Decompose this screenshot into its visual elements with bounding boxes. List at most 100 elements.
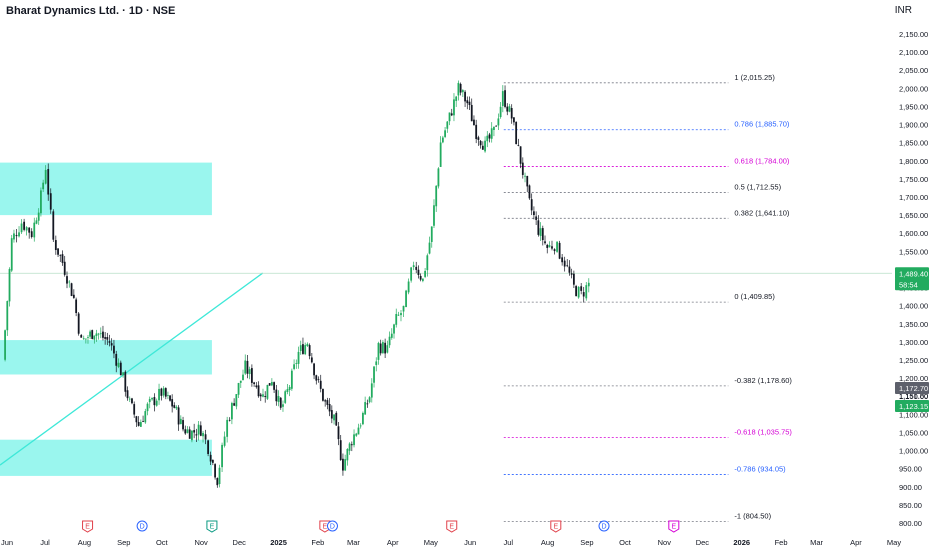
candle-body	[366, 403, 369, 405]
fib-level-label: -0.382 (1,178.60)	[734, 376, 792, 385]
candle-body	[235, 394, 238, 407]
supply-demand-zone	[0, 162, 212, 216]
y-tick-label: 2,050.00	[899, 66, 928, 75]
candle-body	[519, 146, 522, 164]
candle-body	[370, 383, 373, 398]
y-tick-label: 950.00	[899, 465, 922, 474]
candle-body	[428, 242, 431, 254]
candle-body	[248, 369, 251, 375]
candle-body	[577, 286, 580, 298]
fib-level-label: 0 (1,409.85)	[734, 292, 775, 301]
candle-body	[306, 343, 309, 346]
candle-body	[52, 211, 55, 240]
earnings-marker: E	[668, 520, 680, 533]
candle-body	[426, 255, 429, 271]
candle-body	[297, 351, 300, 364]
candle-body	[218, 467, 221, 484]
candle-body	[490, 128, 493, 139]
candle-body	[270, 382, 273, 386]
candle-body	[464, 91, 466, 102]
candle-body	[257, 385, 260, 397]
candle-body	[268, 383, 271, 386]
candle-body	[499, 106, 502, 118]
earnings-icon	[550, 520, 562, 533]
x-tick-label: Jul	[40, 538, 50, 547]
candle-body	[80, 335, 83, 338]
event-letter: E	[553, 524, 558, 531]
candle-body	[324, 400, 327, 402]
candle-body	[25, 227, 28, 231]
candle-body	[28, 227, 31, 233]
x-tick-label: Jun	[464, 538, 476, 547]
y-axis-note: 1,151.80	[899, 392, 928, 401]
x-tick-label: Nov	[658, 538, 672, 547]
candle-body	[84, 338, 87, 340]
x-tick-label: Apr	[387, 538, 399, 547]
y-tick-label: 800.00	[899, 519, 922, 528]
candle-body	[177, 407, 180, 425]
candle-body	[473, 119, 475, 126]
candle-body	[171, 399, 174, 407]
y-tick-label: 1,350.00	[899, 320, 928, 329]
candle-body	[501, 91, 504, 106]
candle-body	[419, 275, 422, 280]
candle-body	[13, 233, 15, 240]
candle-body	[563, 260, 566, 267]
y-tick-label: 1,750.00	[899, 175, 928, 184]
candle-body	[211, 459, 214, 463]
fib-level-label: 1 (2,015.25)	[734, 73, 775, 82]
x-tick-label: Nov	[194, 538, 208, 547]
earnings-marker: E	[206, 520, 218, 533]
symbol-title[interactable]: Bharat Dynamics Ltd. · 1D · NSE	[6, 5, 176, 17]
candle-body	[521, 162, 524, 175]
candle-body	[151, 397, 153, 400]
earnings-icon	[446, 520, 458, 533]
candles	[4, 80, 590, 488]
candle-body	[515, 121, 518, 145]
candle-body	[537, 220, 540, 235]
candle-body	[357, 427, 360, 435]
candle-body	[164, 388, 167, 397]
x-tick-label: Apr	[850, 538, 862, 547]
y-tick-label: 2,100.00	[899, 48, 928, 57]
candle-body	[106, 337, 109, 340]
price-badge	[895, 399, 929, 412]
fib-level-label: -0.618 (1,035.75)	[734, 428, 792, 437]
candle-body	[75, 299, 78, 313]
candle-body	[582, 292, 585, 297]
candle-body	[457, 82, 460, 96]
candle-body	[42, 182, 45, 190]
candle-body	[539, 228, 542, 236]
candle-body	[197, 424, 200, 435]
price-badge	[895, 381, 929, 394]
candle-body	[397, 314, 400, 316]
candle-body	[262, 394, 264, 397]
price-badge-label: 1,172.70	[899, 384, 928, 393]
price-badge	[895, 278, 929, 291]
candle-body	[546, 244, 549, 248]
candle-body	[388, 336, 391, 346]
candle-body	[553, 249, 556, 252]
x-tick-label: Jul	[503, 538, 513, 547]
candle-body	[231, 403, 233, 420]
candle-body	[97, 333, 100, 335]
dividend-marker: D	[598, 520, 610, 532]
candle-body	[199, 425, 202, 436]
candle-body	[339, 440, 342, 461]
candle-body	[35, 220, 38, 224]
candle-body	[117, 362, 120, 368]
x-tick-label: Mar	[347, 538, 360, 547]
candle-body	[146, 403, 149, 412]
earnings-marker: E	[319, 520, 331, 533]
candle-body	[395, 314, 398, 325]
candle-body	[188, 429, 191, 439]
candle-body	[437, 168, 440, 187]
candle-body	[424, 270, 427, 277]
candle-body	[242, 374, 244, 381]
candle-body	[313, 363, 315, 376]
x-tick-label: Aug	[541, 538, 554, 547]
candle-body	[548, 245, 551, 248]
fib-level-label: -0.786 (934.05)	[734, 464, 786, 473]
candle-body	[179, 418, 182, 425]
